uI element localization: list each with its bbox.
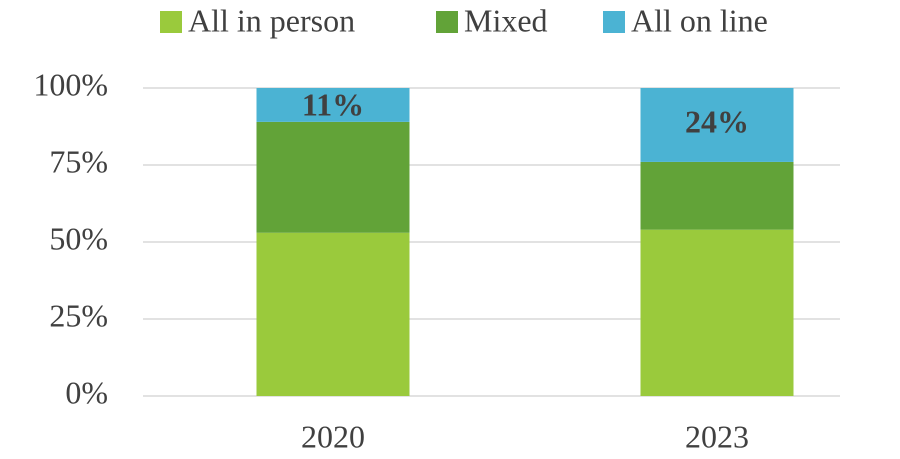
bar-segment (256, 232, 410, 396)
x-tick-label: 2023 (685, 418, 749, 454)
y-tick-label: 100% (33, 66, 108, 102)
bar-segment (640, 161, 794, 230)
bar-segment (256, 88, 410, 122)
x-tick-label: 2020 (301, 418, 365, 454)
legend-label: Mixed (464, 2, 548, 38)
legend-label: All on line (631, 2, 768, 38)
legend-swatch (436, 11, 458, 33)
legend-label: All in person (188, 2, 355, 38)
data-label: 24% (685, 103, 749, 139)
y-tick-label: 75% (49, 143, 108, 179)
bar-segment (256, 121, 410, 233)
y-tick-label: 50% (49, 220, 108, 256)
legend-swatch (603, 11, 625, 33)
bar-segment (640, 88, 794, 162)
legend-swatch (160, 11, 182, 33)
y-tick-label: 0% (65, 374, 108, 410)
y-tick-label: 25% (49, 297, 108, 333)
data-label: 11% (302, 86, 364, 122)
bar-segment (640, 229, 794, 396)
